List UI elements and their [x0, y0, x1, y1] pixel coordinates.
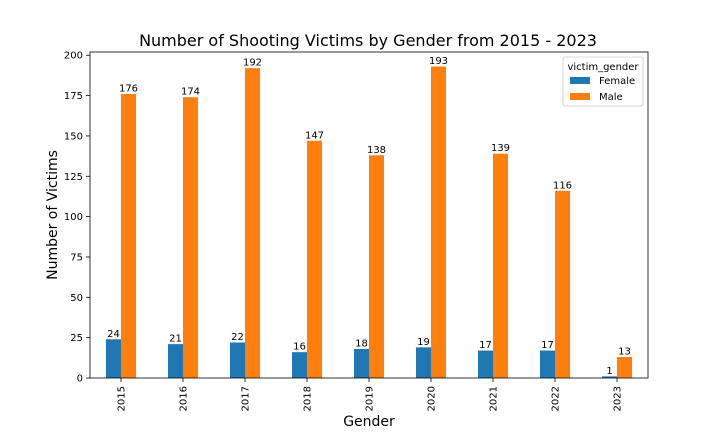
plot-frame [89, 51, 649, 379]
data-label: 21 [169, 334, 182, 345]
bar-female [416, 347, 431, 378]
data-label: 139 [491, 143, 510, 154]
data-label: 138 [367, 145, 386, 156]
x-tick-label: 2021 [489, 386, 500, 411]
bar-male [493, 153, 508, 378]
y-tick-label: 150 [64, 131, 83, 142]
data-label: 192 [243, 58, 262, 69]
data-label: 147 [305, 130, 324, 141]
x-tick-label: 2020 [427, 386, 438, 411]
y-axis-label: Number of Victims [45, 150, 61, 280]
x-tick-label: 2023 [613, 386, 624, 411]
y-tick-label: 25 [70, 333, 83, 344]
bar-male [431, 66, 446, 378]
legend-label-female: Female [599, 76, 635, 87]
legend: victim_gender Female Male [562, 56, 644, 107]
bar-female [106, 339, 121, 378]
data-label: 17 [541, 340, 554, 351]
bar-male [245, 68, 260, 378]
bar-female [478, 350, 493, 378]
bar-female [602, 376, 617, 378]
data-label: 22 [231, 332, 244, 343]
data-labels: 24 176 21 174 22 192 16 147 18 138 19 193 17 139 17 116… [107, 56, 631, 377]
x-tick-label: 2022 [551, 386, 562, 411]
legend-swatch-male [570, 93, 590, 100]
data-label: 24 [107, 329, 120, 340]
y-tick-label: 50 [70, 293, 83, 304]
x-tick-label: 2016 [179, 386, 190, 411]
y-tick-label: 200 [64, 51, 83, 62]
data-label: 18 [355, 338, 368, 349]
y-axis: 0 25 50 75 100 125 150 175 200 [64, 51, 90, 385]
data-label: 16 [293, 342, 306, 353]
bar-male [369, 155, 384, 378]
y-tick-label: 175 [64, 91, 83, 102]
bar-male [121, 93, 136, 379]
bar-female [292, 352, 307, 378]
bar-male [555, 190, 570, 378]
bars [106, 66, 632, 379]
x-axis: 2015 2016 2017 2018 2019 2020 2021 2022 2023 [117, 378, 624, 411]
bar-male [307, 140, 322, 378]
x-tick-label: 2017 [241, 386, 252, 411]
data-label: 116 [553, 180, 572, 191]
y-tick-label: 125 [64, 172, 83, 183]
x-tick-label: 2018 [303, 386, 314, 411]
data-label: 1 [606, 366, 612, 377]
x-tick-label: 2019 [365, 386, 376, 411]
bar-female [540, 350, 555, 378]
x-axis-label: Gender [343, 414, 395, 430]
y-tick-label: 75 [70, 252, 83, 263]
legend-swatch-female [570, 77, 590, 84]
data-label: 13 [618, 347, 631, 358]
bar-female [230, 342, 245, 378]
data-label: 193 [429, 56, 448, 67]
bar-male [617, 357, 632, 378]
data-label: 176 [119, 83, 138, 94]
data-label: 17 [479, 340, 492, 351]
y-tick-label: 100 [64, 212, 83, 223]
bar-female [354, 348, 369, 378]
data-label: 174 [181, 87, 200, 98]
bar-female [168, 344, 183, 378]
y-tick-label: 0 [77, 374, 83, 385]
legend-title: victim_gender [567, 62, 639, 73]
data-label: 19 [417, 337, 430, 348]
legend-label-male: Male [599, 92, 623, 103]
bar-male [183, 97, 198, 379]
chart-title: Number of Shooting Victims by Gender fro… [139, 31, 597, 50]
x-tick-label: 2015 [117, 386, 128, 411]
